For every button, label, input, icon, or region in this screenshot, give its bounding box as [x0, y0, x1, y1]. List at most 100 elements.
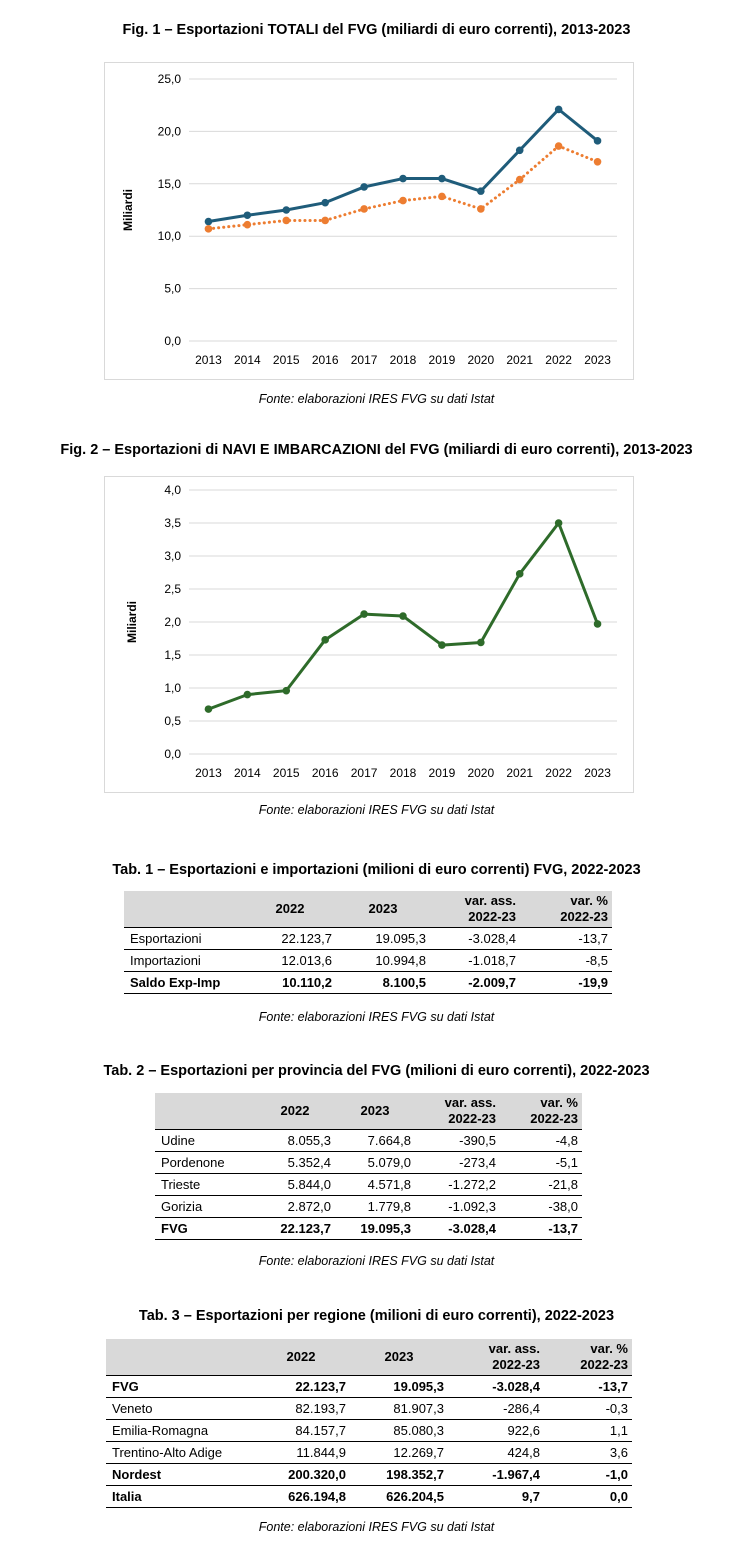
table-cell: 8.055,3: [255, 1129, 335, 1152]
x-tick-label: 2019: [429, 766, 456, 780]
table-cell: 11.844,9: [252, 1441, 350, 1464]
table-cell: -5,1: [500, 1151, 582, 1174]
column-header: var. ass. 2022-23: [448, 1339, 544, 1376]
x-tick-label: 2016: [312, 353, 339, 367]
table-cell: -13,7: [520, 927, 612, 950]
table-row: FVG 22.123,7 19.095,3 -3.028,4 -13,7: [106, 1375, 632, 1398]
table-cell: -4,8: [500, 1129, 582, 1152]
table-cell: 9,7: [448, 1485, 544, 1508]
table-cell: 84.157,7: [252, 1419, 350, 1442]
table-cell: 1.779,8: [335, 1195, 415, 1218]
table-cell: FVG: [155, 1217, 255, 1240]
y-tick-label: 2,0: [164, 615, 181, 629]
x-tick-label: 2021: [506, 353, 533, 367]
header-row: 2022 2023 var. ass. 2022-23 var. % 2022-23: [155, 1093, 582, 1130]
data-point: [243, 690, 252, 699]
table-cell: -1.272,2: [415, 1173, 500, 1196]
data-point: [477, 187, 485, 195]
table-cell: -3.028,4: [448, 1375, 544, 1398]
x-tick-label: 2021: [506, 766, 533, 780]
column-header: var. % 2022-23: [520, 891, 612, 928]
table-cell: -3.028,4: [430, 927, 520, 950]
table-cell: -273,4: [415, 1151, 500, 1174]
table-cell: 2.872,0: [255, 1195, 335, 1218]
table-cell: -38,0: [500, 1195, 582, 1218]
table-cell: 85.080,3: [350, 1419, 448, 1442]
data-point: [321, 216, 329, 225]
y-tick-label: 20,0: [158, 124, 182, 138]
data-point: [554, 142, 563, 150]
table-cell: 19.095,3: [336, 927, 430, 950]
data-point: [360, 183, 368, 191]
tab2-source: Fonte: elaborazioni IRES FVG su dati Ist…: [258, 1254, 495, 1268]
column-header: 2022: [252, 1339, 350, 1376]
column-header: var. % 2022-23: [544, 1339, 632, 1376]
table-cell: -1.967,4: [448, 1463, 544, 1486]
tab3-source: Fonte: elaborazioni IRES FVG su dati Ist…: [258, 1520, 495, 1534]
series-line-2: [206, 144, 600, 231]
table-cell: 424,8: [448, 1441, 544, 1464]
table-cell: 5.844,0: [255, 1173, 335, 1196]
x-tick-label: 2023: [584, 766, 611, 780]
table-cell: Trieste: [155, 1173, 255, 1196]
table-cell: Gorizia: [155, 1195, 255, 1218]
table-row: Esportazioni 22.123,7 19.095,3 -3.028,4 -13,…: [124, 927, 612, 950]
y-tick-label: 3,5: [164, 516, 181, 530]
tab1-header: 2022 2023 var. ass. 2022-23 var. % 2022-23: [124, 891, 612, 928]
x-tick-label: 2018: [390, 766, 417, 780]
y-tick-label: 4,0: [164, 483, 181, 497]
x-tick-label: 2020: [467, 766, 494, 780]
tab3-header: 2022 2023 var. ass. 2022-23 var. % 2022-23: [106, 1339, 632, 1376]
table-cell: 198.352,7: [350, 1463, 448, 1486]
table-cell: 82.193,7: [252, 1397, 350, 1420]
table-cell: 1,1: [544, 1419, 632, 1442]
x-tick-label: 2015: [273, 353, 300, 367]
table-cell: -1.018,7: [430, 949, 520, 972]
fig1-chart-svg: 0,0 5,0 10,0 15,0 20,0 25,0 2013 2014 2015 2016 20…: [121, 72, 617, 367]
data-point: [399, 174, 407, 183]
data-point: [204, 705, 213, 713]
data-point: [515, 175, 524, 184]
data-point: [321, 636, 329, 644]
y-tick-label: 0,0: [164, 334, 181, 348]
table-cell: 200.320,0: [252, 1463, 350, 1486]
y-tick-label: 0,5: [164, 714, 181, 728]
data-point: [593, 137, 602, 145]
table-cell: -8,5: [520, 949, 612, 972]
x-tick-label: 2013: [195, 766, 222, 780]
table-cell: Udine: [155, 1129, 255, 1152]
y-tick-label: 15,0: [158, 177, 182, 191]
tab2-body: Udine 8.055,3 7.664,8 -390,5 -4,8 Pordenone 5.…: [155, 1129, 582, 1240]
table-row: Importazioni 12.013,6 10.994,8 -1.018,7 -8,5: [124, 949, 612, 972]
table-cell: Saldo Exp-Imp: [124, 971, 244, 994]
table-cell: -286,4: [448, 1397, 544, 1420]
y-tick-label: 1,0: [164, 681, 181, 695]
table-cell: 10.994,8: [336, 949, 430, 972]
data-point: [438, 192, 446, 201]
table-cell: 7.664,8: [335, 1129, 415, 1152]
column-header: 2023: [335, 1093, 415, 1130]
column-header: [155, 1093, 255, 1130]
x-tick-label: 2017: [351, 353, 378, 367]
data-point: [477, 205, 485, 213]
x-tick-label: 2013: [195, 353, 222, 367]
column-header: var. % 2022-23: [500, 1093, 582, 1130]
fig1-chart: 0,0 5,0 10,0 15,0 20,0 25,0 2013 2014 2015 2016 20…: [104, 62, 634, 380]
data-point: [399, 196, 407, 205]
tab2-title: Tab. 2 – Esportazioni per provincia del …: [103, 1063, 650, 1079]
data-point: [204, 225, 213, 233]
table-cell: Italia: [106, 1485, 252, 1508]
data-point: [399, 612, 407, 620]
data-point: [593, 157, 602, 166]
table-row: Trieste 5.844,0 4.571,8 -1.272,2 -21,8: [155, 1173, 582, 1196]
data-point: [360, 610, 368, 618]
column-header: var. ass. 2022-23: [415, 1093, 500, 1130]
table-cell: -13,7: [544, 1375, 632, 1398]
x-tick-label: 2022: [545, 353, 572, 367]
column-header: 2023: [336, 891, 430, 928]
x-tick-label: 2018: [390, 353, 417, 367]
tab1-body: Esportazioni 22.123,7 19.095,3 -3.028,4 -13,…: [124, 927, 612, 994]
table-cell: 22.123,7: [255, 1217, 335, 1240]
table-cell: 0,0: [544, 1485, 632, 1508]
y-tick-label: 25,0: [158, 72, 182, 86]
